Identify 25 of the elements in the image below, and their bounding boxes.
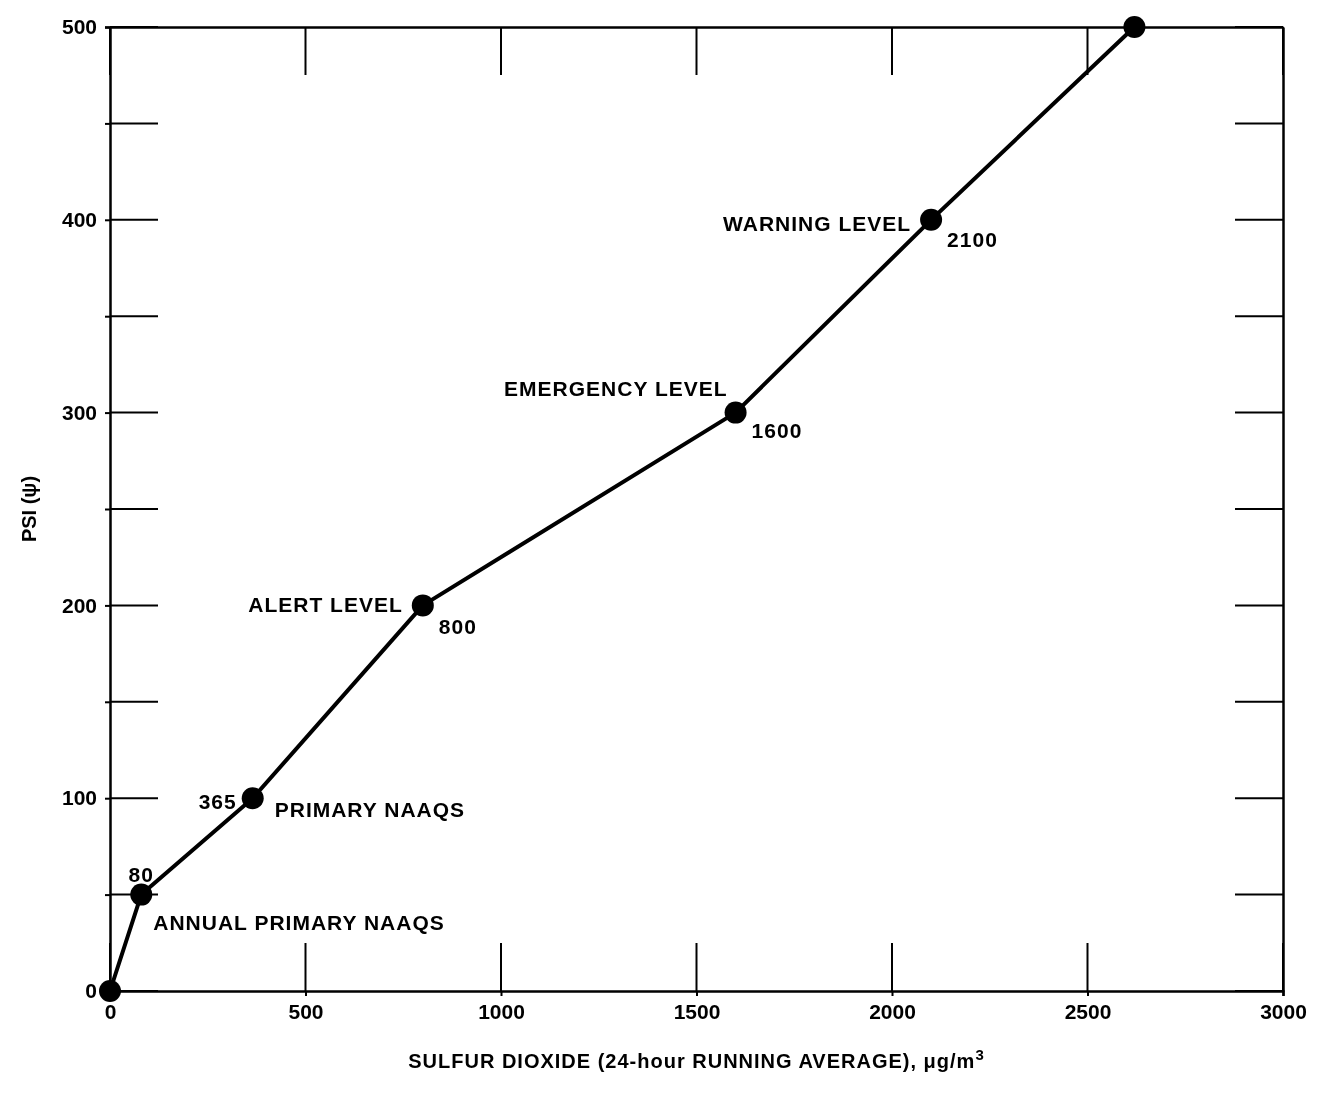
annotation: 365 <box>198 790 237 814</box>
x-axis-title: SULFUR DIOXIDE (24-hour RUNNING AVERAGE), μg/m$^{3}$ <box>408 1045 985 1072</box>
y-axis-title: PSI (ψ) <box>18 475 40 543</box>
y-tick-label: 100 <box>61 786 97 810</box>
annotation: 2100 <box>947 227 998 251</box>
x-tick-label: 0 <box>104 999 117 1023</box>
annotation: ALERT LEVEL <box>248 593 403 617</box>
x-tick-label: 500 <box>288 999 324 1023</box>
x-tick-label: 1000 <box>478 999 525 1023</box>
y-tick-label: 400 <box>61 208 97 232</box>
y-tick-label: 300 <box>61 400 97 424</box>
annotation: PRIMARY NAAQS <box>274 798 466 822</box>
annotation: 80 <box>128 862 154 886</box>
x-tick-label: 1500 <box>673 999 721 1023</box>
annotation: 800 <box>438 615 477 639</box>
x-tick-label: 2000 <box>869 999 916 1023</box>
y-tick-label: 0 <box>85 979 97 1003</box>
y-tick-label: 200 <box>61 593 97 617</box>
x-tick-label: 3000 <box>1260 999 1307 1023</box>
y-tick-label: 500 <box>61 15 97 39</box>
annotation: EMERGENCY LEVEL <box>504 376 728 400</box>
annotation: ANNUAL PRIMARY NAAQS <box>153 910 445 934</box>
annotation: 1600 <box>751 418 803 442</box>
annotation: WARNING LEVEL <box>723 211 912 235</box>
x-tick-label: 2500 <box>1064 999 1112 1023</box>
